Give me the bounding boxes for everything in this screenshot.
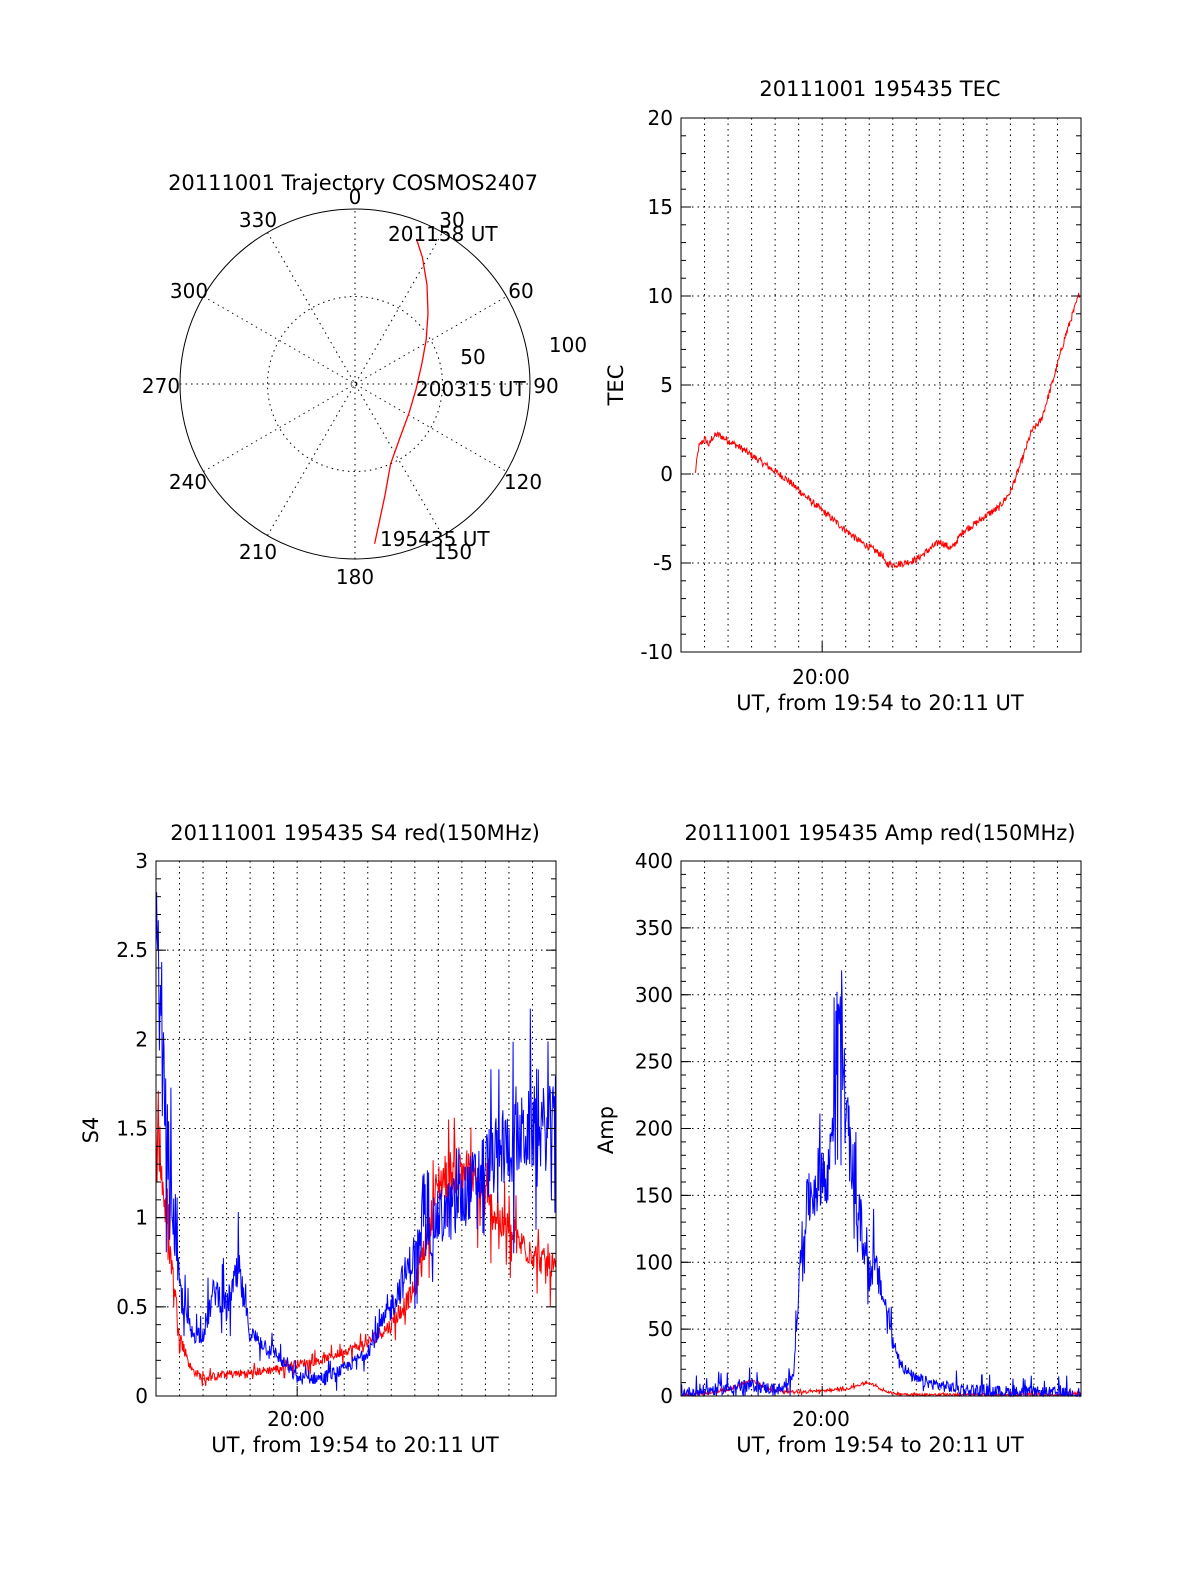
s4-ticks: 0 0.5 1 1.5 2 2.5 3 <box>116 849 556 1408</box>
angle-label-0: 0 <box>349 185 362 209</box>
tec-ytick-label: -5 <box>653 551 673 575</box>
radial-label-100: 100 <box>549 333 587 357</box>
polar-title: 20111001 Trajectory COSMOS2407 <box>168 171 538 195</box>
s4-series <box>155 892 557 1391</box>
amp-ytick-label: 100 <box>635 1250 673 1274</box>
amp-title: 20111001 195435 Amp red(150MHz) <box>684 821 1075 845</box>
s4-ytick-label: 1 <box>135 1206 148 1230</box>
angle-label-210: 210 <box>239 540 277 564</box>
amp-ytick-label: 300 <box>635 983 673 1007</box>
trajectory-line <box>373 238 429 544</box>
polar-spoke <box>267 232 443 536</box>
s4-panel: 20111001 195435 S4 red(150MHz) 0 0.5 1 1.5 2… <box>79 821 557 1457</box>
amp-ytick-label: 0 <box>660 1384 673 1408</box>
polar-grid <box>180 209 530 559</box>
angle-label-300: 300 <box>170 279 208 303</box>
polar-ring-50 <box>267 296 443 472</box>
annotation-mid-time: 200315 UT <box>416 377 526 401</box>
angle-label-90: 90 <box>533 374 558 398</box>
angle-label-30: 30 <box>439 208 464 232</box>
amp-panel: 20111001 195435 Amp red(150MHz) 0 50 100 15… <box>594 821 1082 1457</box>
polar-panel: 20111001 Trajectory COSMOS2407 0 30 60 9… <box>142 171 587 589</box>
tec-ytick-label: 20 <box>648 106 673 130</box>
amp-ytick-label: 350 <box>635 916 673 940</box>
angle-label-240: 240 <box>169 470 207 494</box>
s4-ytick-label: 0.5 <box>116 1295 148 1319</box>
angle-label-120: 120 <box>504 470 542 494</box>
polar-outer-circle <box>179 208 531 560</box>
amp-series <box>680 970 1082 1398</box>
s4-title: 20111001 195435 S4 red(150MHz) <box>170 821 540 845</box>
amp-ytick-label: 50 <box>648 1317 673 1341</box>
tec-series-line-0 <box>694 292 1081 569</box>
tec-ylabel: TEC <box>604 365 628 407</box>
amp-ytick-label: 250 <box>635 1050 673 1074</box>
amp-ylabel: Amp <box>594 1106 618 1154</box>
annotation-end-time: 201158 UT <box>388 222 498 246</box>
s4-ytick-label: 3 <box>135 849 148 873</box>
s4-series-line-0 <box>155 1090 557 1387</box>
tec-ytick-label: 5 <box>660 373 673 397</box>
tec-series <box>694 292 1081 569</box>
annotation-start-time: 195435 UT <box>380 527 490 551</box>
tec-title: 20111001 195435 TEC <box>759 77 1000 101</box>
s4-xtick-label: 20:00 <box>267 1407 325 1431</box>
amp-ytick-label: 150 <box>635 1183 673 1207</box>
amp-ytick-label: 400 <box>635 849 673 873</box>
angle-label-60: 60 <box>508 279 533 303</box>
s4-ylabel: S4 <box>79 1117 103 1144</box>
polar-spoke <box>203 296 507 472</box>
tec-ticks: -10 -5 0 5 10 15 20 <box>640 106 1081 664</box>
tec-ytick-label: 15 <box>648 195 673 219</box>
amp-ticks: 0 50 100 150 200 250 300 350 400 <box>635 849 1081 1408</box>
amp-series-line-1 <box>680 970 1082 1398</box>
s4-ytick-label: 2.5 <box>116 938 148 962</box>
tec-plot-frame <box>680 117 1082 653</box>
radial-label-50: 50 <box>460 345 485 369</box>
amp-ytick-label: 200 <box>635 1117 673 1141</box>
angle-label-150: 150 <box>434 540 472 564</box>
tec-ytick-label: 10 <box>648 284 673 308</box>
tec-ytick-label: -10 <box>640 640 673 664</box>
tec-ytick-label: 0 <box>660 462 673 486</box>
polar-spoke <box>267 232 443 536</box>
s4-xlabel: UT, from 19:54 to 20:11 UT <box>211 1433 499 1457</box>
angle-label-180: 180 <box>336 565 374 589</box>
polar-trajectory <box>373 238 429 544</box>
tec-grid <box>681 118 1081 652</box>
s4-ytick-label: 0 <box>135 1384 148 1408</box>
s4-ytick-label: 2 <box>135 1027 148 1051</box>
amp-plot-frame <box>680 860 1082 1397</box>
s4-ytick-label: 1.5 <box>116 1117 148 1141</box>
angle-label-270: 270 <box>142 374 180 398</box>
tec-xlabel: UT, from 19:54 to 20:11 UT <box>736 691 1024 715</box>
angle-label-330: 330 <box>239 208 277 232</box>
amp-xlabel: UT, from 19:54 to 20:11 UT <box>736 1433 1024 1457</box>
amp-grid <box>681 861 1081 1396</box>
s4-series-line-1 <box>155 892 557 1391</box>
tec-xtick-label: 20:00 <box>792 665 850 689</box>
polar-spoke <box>203 296 507 472</box>
polar-angle-labels: 0 30 60 90 120 150 180 210 240 270 300 3… <box>142 185 559 589</box>
amp-xtick-label: 20:00 <box>792 1407 850 1431</box>
